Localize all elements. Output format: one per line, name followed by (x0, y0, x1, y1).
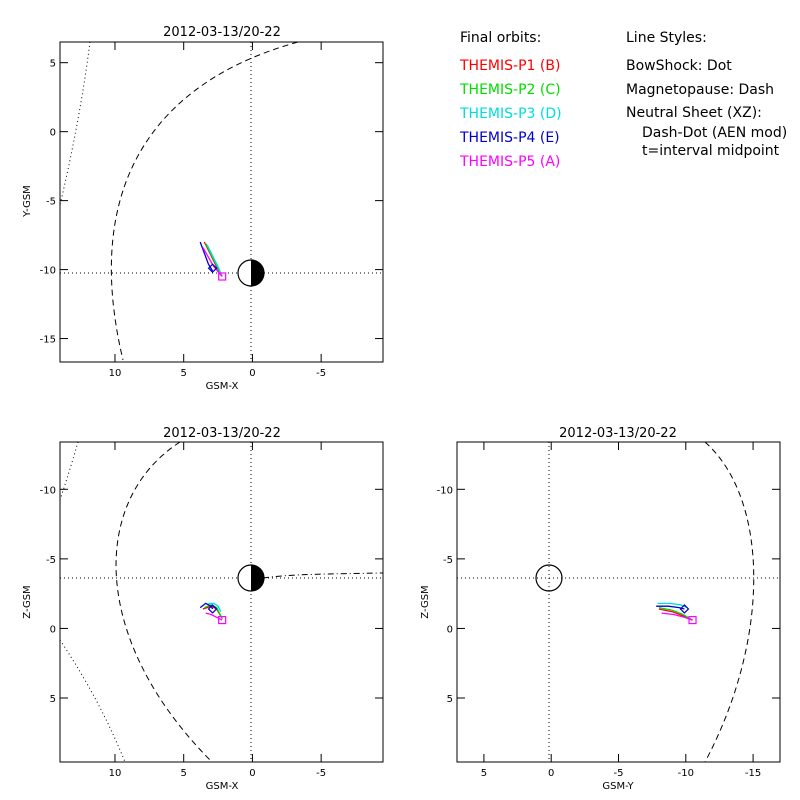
xy-plot-ticks: 10 5 0 -5 -15 -10 -5 0 5 (40, 42, 383, 379)
xz-xtick-label-3: -5 (316, 768, 326, 779)
xy-ytick-label-2: -5 (46, 197, 56, 208)
legend-entry-p4: THEMIS-P4 (E) (460, 130, 560, 146)
yz-xtick-label-2: -5 (614, 768, 624, 779)
yz-plot-xlabel: GSM-Y (602, 781, 634, 792)
xz-end-marker-square (218, 615, 227, 625)
xy-ytick-label-4: 5 (50, 59, 56, 70)
xz-neutral-sheet-line (262, 572, 384, 579)
xz-plot-frame (59, 441, 384, 763)
yz-end-marker-square (688, 615, 697, 625)
xy-ytick-label-1: -10 (40, 266, 56, 277)
xy-plot-series (199, 241, 227, 281)
xy-ytick-label-3: 0 (50, 128, 56, 139)
xz-plot-title: 2012-03-13/20-22 (163, 426, 281, 441)
yz-end-marker-diamond (679, 604, 690, 614)
interval-midpoint-note: t=interval midpoint (642, 143, 780, 159)
yz-plot-ylabel: Z-GSM (420, 585, 431, 618)
yz-orbit-line-2 (658, 606, 693, 621)
xy-bowshock-line (59, 41, 91, 206)
yz-xtick-label-4: -15 (745, 768, 761, 779)
xy-xtick-label-1: 5 (181, 368, 187, 379)
xy-plot-panel: 2012-03-13/20-22 GSM-X Y-GSM 10 5 0 -5 -15 -1… (22, 25, 384, 392)
xz-magnetopause-line (115, 441, 213, 763)
xz-bowshock-upper-line (59, 441, 79, 501)
neutral-sheet-style-label: Neutral Sheet (XZ): (626, 105, 762, 121)
xy-plot-model-boundaries (59, 41, 383, 362)
xy-xtick-label-0: 10 (109, 368, 122, 379)
xz-plot-panel: 2012-03-13/20-22 GSM-X Z-GSM 10 5 0 -5 5 0 -5 -… (22, 426, 384, 792)
legend-entry-p5: THEMIS-P5 (A) (460, 154, 561, 170)
legend-header: Final orbits: (460, 30, 542, 46)
yz-plot-model-boundaries (457, 441, 780, 763)
xz-plot-model-boundaries (59, 441, 384, 763)
line-styles-legend: Line Styles: BowShock: Dot Magnetopause:… (626, 26, 800, 160)
yz-ytick-label-2: -5 (443, 555, 453, 566)
line-styles-header: Line Styles: (626, 30, 707, 46)
xy-plot-title: 2012-03-13/20-22 (163, 25, 281, 40)
xy-xtick-label-3: -5 (316, 368, 326, 379)
yz-plot-series (656, 602, 697, 625)
yz-ytick-label-1: 0 (447, 624, 453, 635)
xz-orbit-line-5 (205, 612, 223, 621)
yz-plot-panel: 2012-03-13/20-22 GSM-Y Z-GSM 5 0 -5 -10 -155… (420, 426, 781, 792)
xy-xtick-label-2: 0 (249, 368, 255, 379)
xz-xtick-label-2: 0 (249, 768, 255, 779)
xz-xtick-label-0: 10 (109, 768, 122, 779)
xy-orbit-line-5 (202, 247, 223, 277)
yz-magnetopause-line (704, 441, 755, 763)
xz-ytick-label-2: -5 (46, 555, 56, 566)
yz-plot-ticks: 5 0 -5 -10 -15 5 0 -5 -10 (437, 442, 780, 779)
yz-earth-circle (535, 564, 563, 592)
xz-earth-night-side (251, 565, 264, 591)
magnetopause-style-label: Magnetopause: Dash (626, 82, 775, 98)
xy-magnetopause-line (110, 41, 299, 361)
xz-ytick-label-3: -10 (40, 485, 56, 496)
xz-xtick-label-1: 5 (181, 768, 187, 779)
xz-orbit-line-4 (199, 602, 214, 610)
xz-ytick-label-0: 5 (50, 694, 56, 705)
xz-plot-ticks: 10 5 0 -5 5 0 -5 -10 (40, 442, 383, 779)
yz-plot-frame (456, 441, 781, 763)
legend-entries: THEMIS-P1 (B) THEMIS-P2 (C) THEMIS-P3 (D… (460, 54, 620, 174)
xz-plot-xlabel: GSM-X (206, 781, 239, 792)
neutral-sheet-style-value: Dash-Dot (AEN mod) (642, 125, 788, 141)
xy-earth-night-side (251, 260, 264, 286)
yz-ytick-label-0: 5 (447, 694, 453, 705)
legend-entry-p2: THEMIS-P2 (C) (460, 82, 561, 98)
xy-ytick-label-0: -15 (40, 335, 56, 346)
bowshock-style-label: BowShock: Dot (626, 58, 732, 74)
xz-bowshock-lower-line (59, 639, 126, 763)
xy-end-marker-square (218, 272, 227, 281)
legend-entry-p1: THEMIS-P1 (B) (460, 58, 561, 74)
xz-plot-series (199, 602, 227, 625)
yz-xtick-label-0: 5 (481, 768, 487, 779)
xy-end-marker-diamond (207, 263, 218, 274)
xy-plot-xlabel: GSM-X (206, 381, 239, 392)
xz-end-marker-diamond (207, 604, 218, 614)
xy-orbit-line-3 (206, 244, 223, 277)
yz-ytick-label-3: -10 (437, 485, 453, 496)
xz-orbit-line-3 (208, 602, 222, 612)
xz-plot-ylabel: Z-GSM (22, 585, 33, 618)
final-orbits-legend: Final orbits: THEMIS-P1 (B) THEMIS-P2 (C… (460, 26, 620, 174)
xz-ytick-label-1: 0 (50, 624, 56, 635)
yz-xtick-label-3: -10 (678, 768, 694, 779)
xy-orbit-line-4 (199, 241, 214, 272)
xy-plot-ylabel: Y-GSM (22, 185, 33, 218)
yz-plot-title: 2012-03-13/20-22 (559, 426, 677, 441)
yz-xtick-label-1: 0 (548, 768, 554, 779)
legend-entry-p3: THEMIS-P3 (D) (460, 106, 562, 122)
xy-plot-frame (59, 41, 384, 363)
